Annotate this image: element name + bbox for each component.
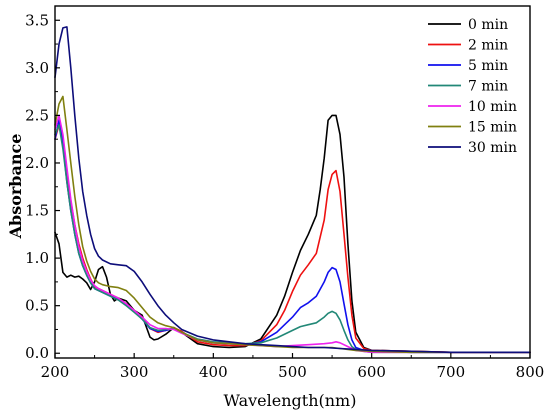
x-tick-label: 400	[199, 363, 228, 381]
legend-label: 15 min	[468, 120, 517, 136]
y-tick-label: 3.0	[25, 59, 49, 77]
x-axis-title: Wavelength(nm)	[224, 391, 357, 410]
y-tick-label: 0.0	[25, 344, 49, 362]
y-tick-label: 1.5	[25, 202, 49, 220]
y-tick-label: 2.0	[25, 154, 49, 172]
legend-label: 5 min	[468, 58, 508, 74]
legend-label: 7 min	[468, 79, 508, 95]
x-tick-label: 200	[41, 363, 70, 381]
legend-label: 10 min	[468, 99, 517, 115]
y-axis-title: Absorbance	[6, 134, 25, 240]
legend-label: 30 min	[468, 140, 517, 156]
legend-label: 0 min	[468, 17, 508, 33]
y-tick-label: 1.0	[25, 249, 49, 267]
legend: 0 min 2 min 5 min 7 min 10 min 15 min 30 min	[428, 17, 517, 156]
y-tick-label: 0.5	[25, 297, 49, 315]
series-layer	[54, 26, 531, 354]
legend-label: 2 min	[468, 38, 508, 54]
series-line-7-min	[54, 124, 531, 354]
y-tick-label: 2.5	[25, 106, 49, 124]
series-line-10-min	[54, 114, 531, 354]
series-line-0-min	[54, 114, 531, 354]
x-tick-label: 300	[120, 363, 149, 381]
series-line-5-min	[54, 119, 531, 354]
x-tick-label: 800	[516, 363, 545, 381]
ticks-layer: 200 300 400 500 600 700 800 0.0 0.5 1.0 1.5 2.0 2.5 3…	[25, 11, 544, 381]
x-tick-label: 700	[437, 363, 466, 381]
series-line-15-min	[54, 95, 531, 354]
series-line-30-min	[54, 26, 531, 354]
y-tick-label: 3.5	[25, 11, 49, 29]
x-tick-label: 600	[357, 363, 386, 381]
x-tick-label: 500	[278, 363, 307, 381]
